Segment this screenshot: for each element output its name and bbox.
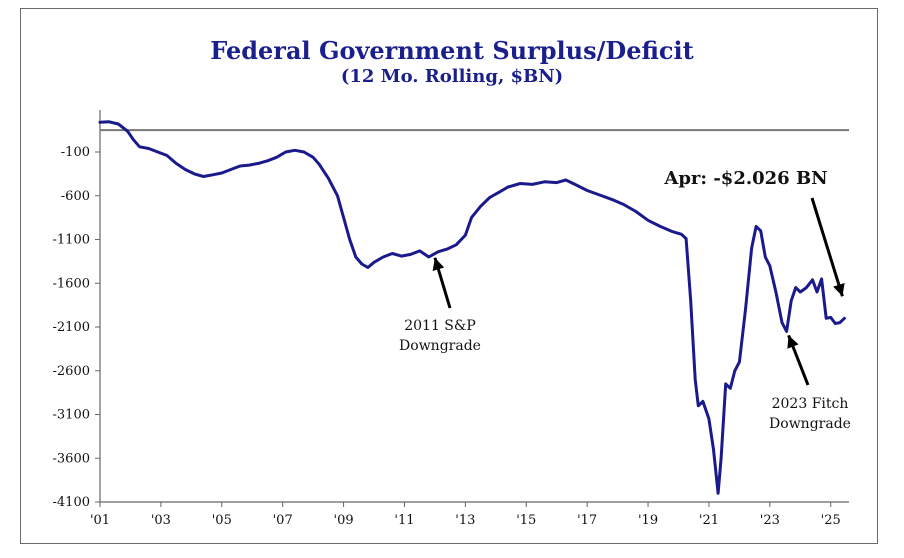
annotation-fitch-line1: 2023 Fitch (772, 396, 849, 412)
arrow-latest (810, 197, 845, 297)
chart-frame (20, 8, 878, 544)
x-tick-label: '13 (455, 513, 475, 528)
y-tick-label: -2100 (53, 320, 90, 335)
x-tick-label: '05 (212, 513, 232, 528)
annotation-latest: Apr: -$2.026 BN (663, 168, 827, 189)
x-tick-label: '01 (90, 513, 110, 528)
y-tick-label: -4100 (53, 495, 90, 510)
series-line-0 (98, 120, 846, 495)
y-tick-label: -3600 (53, 451, 90, 466)
arrow-latest-head (833, 283, 845, 297)
y-tick-label: -100 (61, 145, 90, 160)
arrow-fitch (787, 334, 810, 386)
x-tick-label: '03 (151, 513, 171, 528)
x-tick-label: '25 (821, 513, 841, 528)
annotation-fitch-line2: Downgrade (769, 416, 851, 432)
y-tick-label: -600 (61, 189, 90, 204)
chart-title: Federal Government Surplus/Deficit (210, 36, 694, 65)
x-tick-label: '21 (699, 513, 719, 528)
arrow-fitch-head (787, 335, 799, 349)
y-tick-label: -1100 (53, 233, 90, 248)
chart-subtitle: (12 Mo. Rolling, $BN) (340, 66, 564, 87)
x-tick-label: '19 (638, 513, 658, 528)
y-tick-label: -3100 (53, 408, 90, 423)
x-tick-label: '17 (577, 513, 597, 528)
annotation-sp-line2: Downgrade (399, 338, 481, 354)
y-tick-label: -1600 (53, 276, 90, 291)
annotation-sp-line1: 2011 S&P (404, 318, 476, 334)
x-tick-label: '11 (394, 513, 414, 528)
y-tick-label: -2600 (53, 364, 90, 379)
x-tick-label: '15 (516, 513, 536, 528)
arrow-latest-shaft (810, 197, 844, 297)
arrow-sp-head (432, 257, 445, 271)
x-tick-label: '07 (273, 513, 293, 528)
arrow-sp (432, 257, 452, 309)
x-tick-label: '09 (334, 513, 354, 528)
x-tick-label: '23 (760, 513, 780, 528)
